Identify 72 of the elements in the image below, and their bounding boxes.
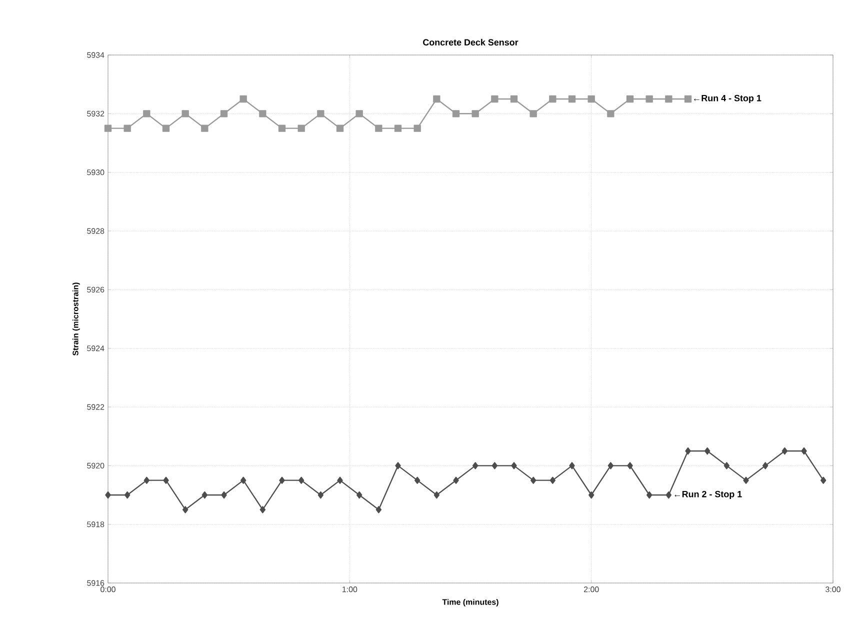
point (144, 476, 150, 484)
chart-title: Concrete Deck Sensor (423, 38, 518, 46)
point (240, 95, 247, 103)
point (530, 476, 536, 484)
point (762, 462, 768, 470)
point (588, 95, 595, 103)
point (782, 447, 788, 455)
point (414, 476, 420, 484)
point (684, 95, 692, 103)
point (491, 95, 498, 103)
point (704, 447, 710, 455)
point (278, 124, 286, 132)
point (607, 110, 614, 118)
point (124, 124, 131, 132)
point (724, 462, 730, 470)
point (549, 95, 556, 103)
point (646, 491, 652, 499)
point (801, 447, 807, 455)
point (626, 95, 634, 103)
point (434, 491, 440, 499)
point (685, 447, 691, 455)
point (318, 491, 324, 499)
point (356, 491, 362, 499)
point (260, 506, 266, 514)
point (298, 476, 304, 484)
point (279, 476, 285, 484)
point (337, 476, 343, 484)
point (568, 95, 576, 103)
annotation: ←Run 4 - Stop 1 (694, 94, 762, 104)
point (820, 476, 826, 484)
point (666, 491, 672, 499)
point (162, 124, 170, 132)
point (182, 506, 188, 514)
point (472, 462, 478, 470)
point (375, 124, 382, 132)
point (201, 124, 208, 132)
point (124, 491, 130, 499)
point (182, 110, 189, 118)
point (202, 491, 208, 499)
point (530, 110, 537, 118)
point (569, 462, 575, 470)
point (588, 491, 594, 499)
point (550, 476, 556, 484)
point (356, 110, 363, 118)
point (743, 476, 749, 484)
point (394, 124, 402, 132)
point (240, 476, 246, 484)
point (510, 95, 518, 103)
point (452, 110, 460, 118)
point (646, 95, 653, 103)
point (298, 124, 305, 132)
point (608, 462, 614, 470)
point (259, 110, 266, 118)
point (220, 110, 228, 118)
point (627, 462, 633, 470)
point (453, 476, 459, 484)
point (143, 110, 150, 118)
point (433, 95, 440, 103)
point (414, 124, 421, 132)
point (104, 124, 112, 132)
point (317, 110, 324, 118)
point (163, 476, 169, 484)
point (665, 95, 672, 103)
point (221, 491, 227, 499)
point (492, 462, 498, 470)
point (105, 491, 111, 499)
point (336, 124, 344, 132)
point (472, 110, 479, 118)
annotation: ←Run 2 - Stop 1 (674, 490, 742, 500)
point (511, 462, 517, 470)
point (376, 506, 382, 514)
point (395, 462, 401, 470)
